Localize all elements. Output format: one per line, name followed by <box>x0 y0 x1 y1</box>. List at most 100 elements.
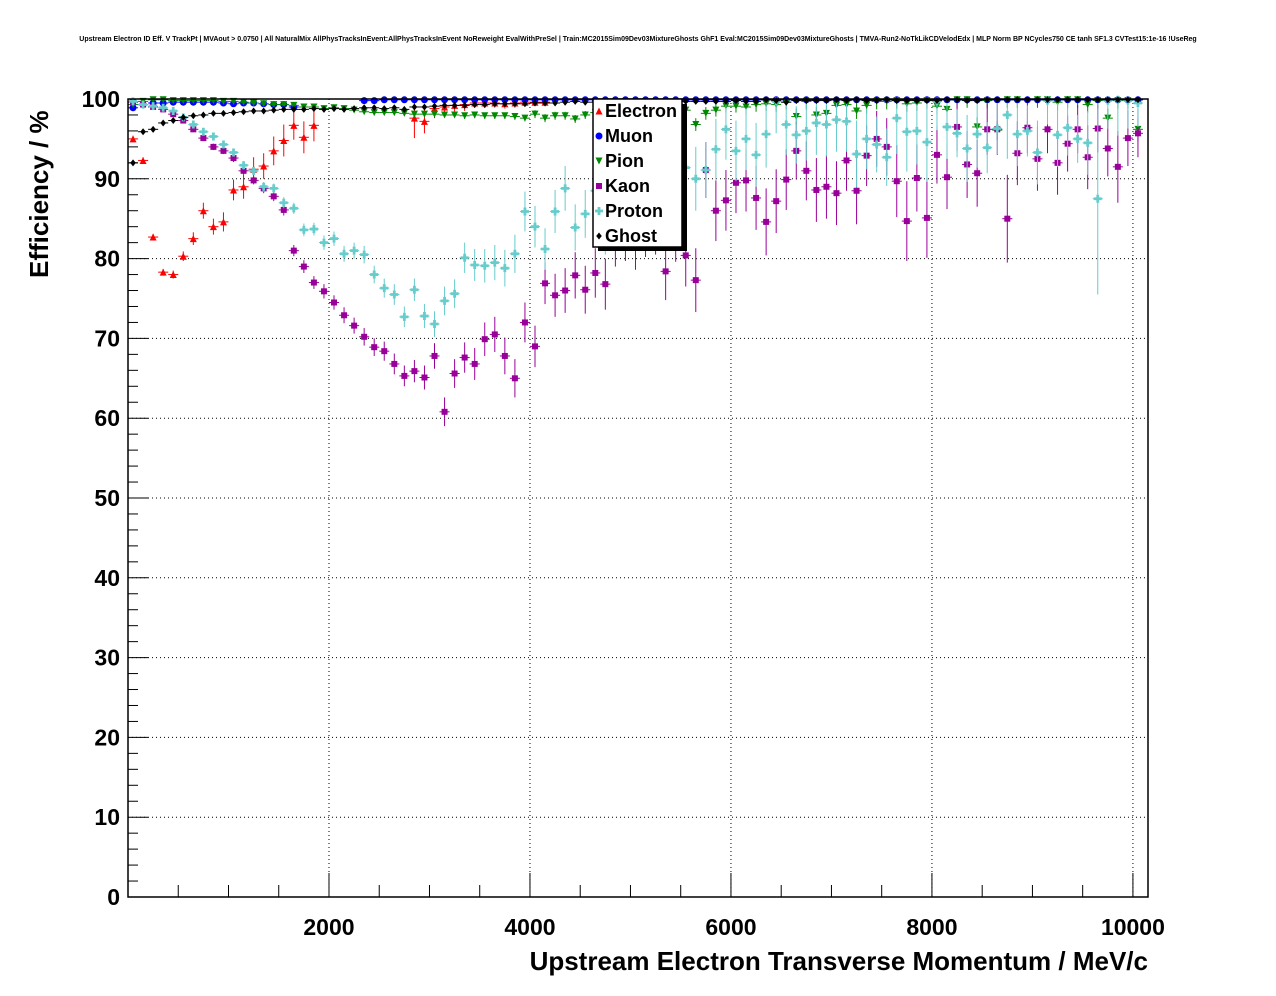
data-point <box>309 225 318 234</box>
data-point <box>1084 96 1091 104</box>
data-point <box>280 105 287 113</box>
data-point <box>833 190 840 197</box>
data-point <box>892 114 901 123</box>
data-point <box>410 110 418 118</box>
data-point <box>361 333 368 340</box>
data-point <box>903 218 910 225</box>
legend-label-muon: Muon <box>605 126 653 146</box>
data-point <box>1004 96 1011 104</box>
data-point <box>913 175 920 182</box>
data-point <box>471 360 478 367</box>
data-point <box>270 106 277 114</box>
y-tick-label: 10 <box>94 804 120 830</box>
data-point <box>269 184 278 193</box>
data-point <box>270 147 278 155</box>
data-point <box>149 102 158 111</box>
data-point <box>502 100 508 108</box>
y-tick-label: 100 <box>82 86 120 112</box>
data-point <box>1073 134 1082 143</box>
data-point <box>420 110 428 118</box>
data-point <box>1053 130 1062 139</box>
data-point <box>390 96 398 104</box>
data-point <box>331 105 337 113</box>
data-point <box>924 97 930 105</box>
data-point <box>200 135 207 142</box>
data-point <box>401 105 408 113</box>
data-point <box>882 153 891 162</box>
data-point <box>703 97 709 105</box>
data-point <box>160 119 166 127</box>
data-point <box>249 166 258 175</box>
data-point <box>450 289 459 298</box>
data-point <box>1134 130 1141 137</box>
data-point <box>341 312 348 319</box>
legend-marker-muon <box>595 132 603 140</box>
data-point <box>230 109 237 117</box>
data-point <box>190 126 197 133</box>
data-point <box>702 109 710 117</box>
data-point <box>792 130 801 139</box>
data-point <box>542 99 548 107</box>
legend-marker-proton <box>595 207 603 215</box>
data-point <box>1054 96 1061 104</box>
data-point <box>893 178 900 185</box>
data-point <box>520 207 529 216</box>
data-point <box>410 114 418 122</box>
data-point <box>481 96 489 104</box>
data-point <box>421 103 428 111</box>
data-point <box>139 100 148 109</box>
data-point <box>410 285 419 294</box>
data-point <box>711 145 720 154</box>
data-point <box>561 112 569 120</box>
data-point <box>431 352 438 359</box>
data-point <box>270 101 278 109</box>
data-point <box>270 193 277 200</box>
data-point <box>149 233 157 241</box>
data-point <box>240 167 247 174</box>
data-point <box>532 99 538 107</box>
data-point <box>763 96 769 104</box>
data-point <box>1083 138 1092 147</box>
data-point <box>562 287 569 294</box>
data-point <box>943 122 952 131</box>
data-point <box>260 100 268 108</box>
data-point <box>290 121 298 129</box>
data-point <box>501 352 508 359</box>
data-point <box>782 120 791 129</box>
data-point <box>219 140 228 149</box>
data-point <box>592 269 599 276</box>
data-point <box>441 111 449 119</box>
y-axis-title: Efficiency / % <box>24 110 54 278</box>
data-point <box>682 252 689 259</box>
data-point <box>552 99 558 107</box>
data-point <box>973 130 982 139</box>
data-point <box>471 101 478 109</box>
data-point <box>822 120 831 129</box>
data-point <box>994 96 1001 104</box>
data-point <box>823 183 830 190</box>
data-point <box>200 111 207 119</box>
data-point <box>512 100 518 108</box>
data-point <box>944 174 951 181</box>
x-axis-title: Upstream Electron Transverse Momentum / … <box>530 946 1148 976</box>
data-point <box>691 174 700 183</box>
data-point <box>169 106 178 115</box>
data-point <box>511 96 519 104</box>
data-point <box>441 408 448 415</box>
data-point <box>351 105 357 113</box>
data-point <box>743 177 750 184</box>
data-point <box>461 112 469 120</box>
data-point <box>481 112 489 120</box>
data-point <box>290 247 297 254</box>
data-point <box>530 222 539 231</box>
data-point <box>1024 96 1031 104</box>
data-point <box>280 101 288 109</box>
data-point <box>1003 110 1012 119</box>
data-point <box>289 204 298 213</box>
data-point <box>400 109 408 117</box>
data-point <box>421 374 428 381</box>
data-point <box>470 260 479 269</box>
y-tick-label: 70 <box>94 325 120 351</box>
data-point <box>983 143 992 152</box>
data-point <box>471 96 479 104</box>
